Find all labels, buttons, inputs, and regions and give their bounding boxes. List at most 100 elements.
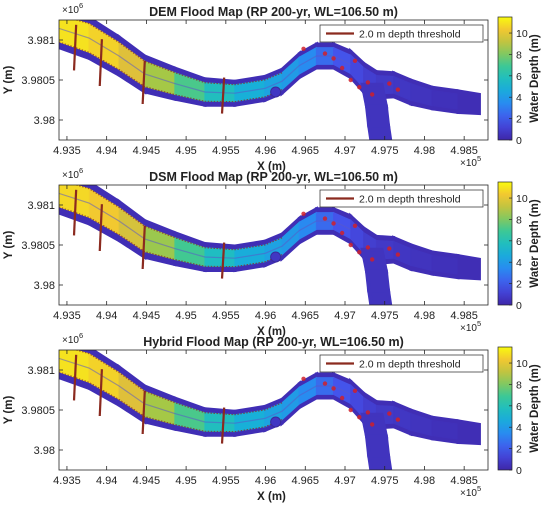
x-tick-label: 4.97 <box>334 310 355 322</box>
flood-extent <box>59 185 481 305</box>
tributary-cell <box>360 82 389 109</box>
panel-title: DSM Flood Map (RP 200-yr, WL=106.50 m) <box>149 170 398 184</box>
threshold-cross-section <box>98 204 103 252</box>
x-tick-label: 4.965 <box>292 145 320 157</box>
y-exponent: 6 <box>79 166 83 175</box>
channel-depth-cell <box>431 254 459 275</box>
threshold-hotspot <box>387 411 392 416</box>
x-tick-label: 4.96 <box>255 475 276 487</box>
y-axis-label: Y (m) <box>3 231 15 260</box>
x-tick-label: 4.965 <box>292 475 320 487</box>
x-exponent-label: ×10 <box>460 323 477 334</box>
y-exponent: 6 <box>79 1 83 10</box>
colorbar-tick-label: 2 <box>516 114 522 126</box>
x-tick-label: 4.94 <box>96 475 117 487</box>
x-tick-label: 4.97 <box>334 145 355 157</box>
channel-depth-cell <box>457 93 480 112</box>
x-exponent: 5 <box>477 154 481 163</box>
colorbar-tick-label: 4 <box>516 257 522 269</box>
threshold-cross-section <box>141 225 146 270</box>
colorbar-tick-label: 6 <box>516 71 522 83</box>
legend-box <box>319 189 484 208</box>
x-exponent: 5 <box>477 319 481 328</box>
threshold-contour-lower <box>59 206 283 268</box>
colorbar-tick-label: 0 <box>516 135 522 147</box>
colorbar <box>497 181 513 306</box>
y-tick-label: 3.98 <box>34 280 55 292</box>
x-tick-label: 4.945 <box>133 475 161 487</box>
threshold-hotspot <box>352 58 358 63</box>
y-tick-label: 3.9805 <box>21 240 55 252</box>
tributary-cell <box>364 269 391 293</box>
flood-extent <box>59 350 481 470</box>
threshold-cross-section <box>98 369 103 417</box>
threshold-contour-upper <box>74 185 283 251</box>
x-tick-label: 4.95 <box>175 310 196 322</box>
threshold-hotspot <box>322 381 328 386</box>
x-tick-label: 4.955 <box>212 475 240 487</box>
x-tick-label: 4.985 <box>450 310 478 322</box>
x-tick-label: 4.935 <box>53 310 81 322</box>
x-axis-label: X (m) <box>257 161 286 173</box>
y-tick-label: 3.981 <box>27 200 55 212</box>
channel-centerline <box>59 192 351 259</box>
threshold-hotspot <box>348 242 353 248</box>
x-tick-label: 4.935 <box>53 475 81 487</box>
panel-title: DEM Flood Map (RP 200-yr, WL=106.50 m) <box>149 5 398 19</box>
panel-3: Hybrid Flood Map (RP 200-yr, WL=106.50 m… <box>3 331 541 503</box>
legend-box <box>319 354 484 373</box>
x-tick-label: 4.985 <box>450 475 478 487</box>
x-tick-label: 4.945 <box>133 145 161 157</box>
panel-title: Hybrid Flood Map (RP 200-yr, WL=106.50 m… <box>143 335 404 349</box>
threshold-hotspot <box>331 221 336 226</box>
y-exponent-label: ×10 <box>62 335 79 346</box>
channel-centerline <box>59 27 351 94</box>
colorbar <box>497 346 513 471</box>
x-tick-label: 4.94 <box>96 145 117 157</box>
threshold-hotspot <box>395 417 401 422</box>
legend: 2.0 m depth threshold <box>319 189 484 208</box>
x-tick-label: 4.975 <box>371 475 399 487</box>
legend-label: 2.0 m depth threshold <box>359 29 461 41</box>
threshold-cross-section <box>98 39 103 87</box>
x-exponent-label: ×10 <box>460 158 477 169</box>
legend-box <box>319 24 484 43</box>
panel-1: DEM Flood Map (RP 200-yr, WL=106.50 m) ×1… <box>3 1 541 173</box>
x-tick-label: 4.985 <box>450 145 478 157</box>
x-tick-label: 4.98 <box>414 145 435 157</box>
threshold-hotspot <box>395 252 401 257</box>
threshold-hotspot <box>352 388 358 393</box>
colorbar-tick-label: 0 <box>516 300 522 312</box>
colorbar-tick-label: 8 <box>516 214 522 226</box>
y-tick-label: 3.981 <box>27 365 55 377</box>
threshold-hotspot <box>369 92 375 97</box>
threshold-cross-section <box>141 390 146 435</box>
threshold-hotspot <box>369 257 375 262</box>
colorbar-tick-label: 8 <box>516 379 522 391</box>
x-tick-label: 4.975 <box>371 145 399 157</box>
legend-label: 2.0 m depth threshold <box>359 359 461 371</box>
x-tick-label: 4.935 <box>53 145 81 157</box>
threshold-hotspot <box>365 410 371 415</box>
threshold-hotspot <box>301 46 306 51</box>
tributary-cell <box>364 104 391 128</box>
tributary-cell <box>360 412 389 439</box>
threshold-hotspot <box>369 422 375 427</box>
threshold-hotspot <box>365 80 371 85</box>
threshold-contour-upper <box>74 20 283 86</box>
x-tick-label: 4.975 <box>371 310 399 322</box>
depression-pond <box>270 86 282 98</box>
x-axis-label: X (m) <box>257 326 286 338</box>
threshold-contour-lower <box>59 41 283 103</box>
x-tick-label: 4.97 <box>334 475 355 487</box>
threshold-hotspot <box>301 376 306 381</box>
x-tick-label: 4.945 <box>133 310 161 322</box>
threshold-hotspot <box>357 85 362 90</box>
threshold-hotspot <box>387 246 392 251</box>
threshold-hotspot <box>339 65 345 71</box>
x-tick-label: 4.95 <box>175 475 196 487</box>
threshold-cross-section <box>141 60 146 105</box>
channel-depth-cell <box>457 423 480 442</box>
